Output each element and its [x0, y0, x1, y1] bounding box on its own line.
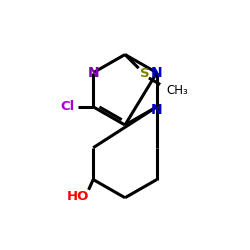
Text: S: S: [140, 67, 149, 80]
Text: Cl: Cl: [60, 100, 74, 113]
Text: N: N: [151, 102, 163, 117]
Text: CH₃: CH₃: [166, 84, 188, 98]
Text: N: N: [87, 66, 99, 80]
Text: HO: HO: [67, 190, 90, 203]
Text: N: N: [151, 66, 163, 80]
